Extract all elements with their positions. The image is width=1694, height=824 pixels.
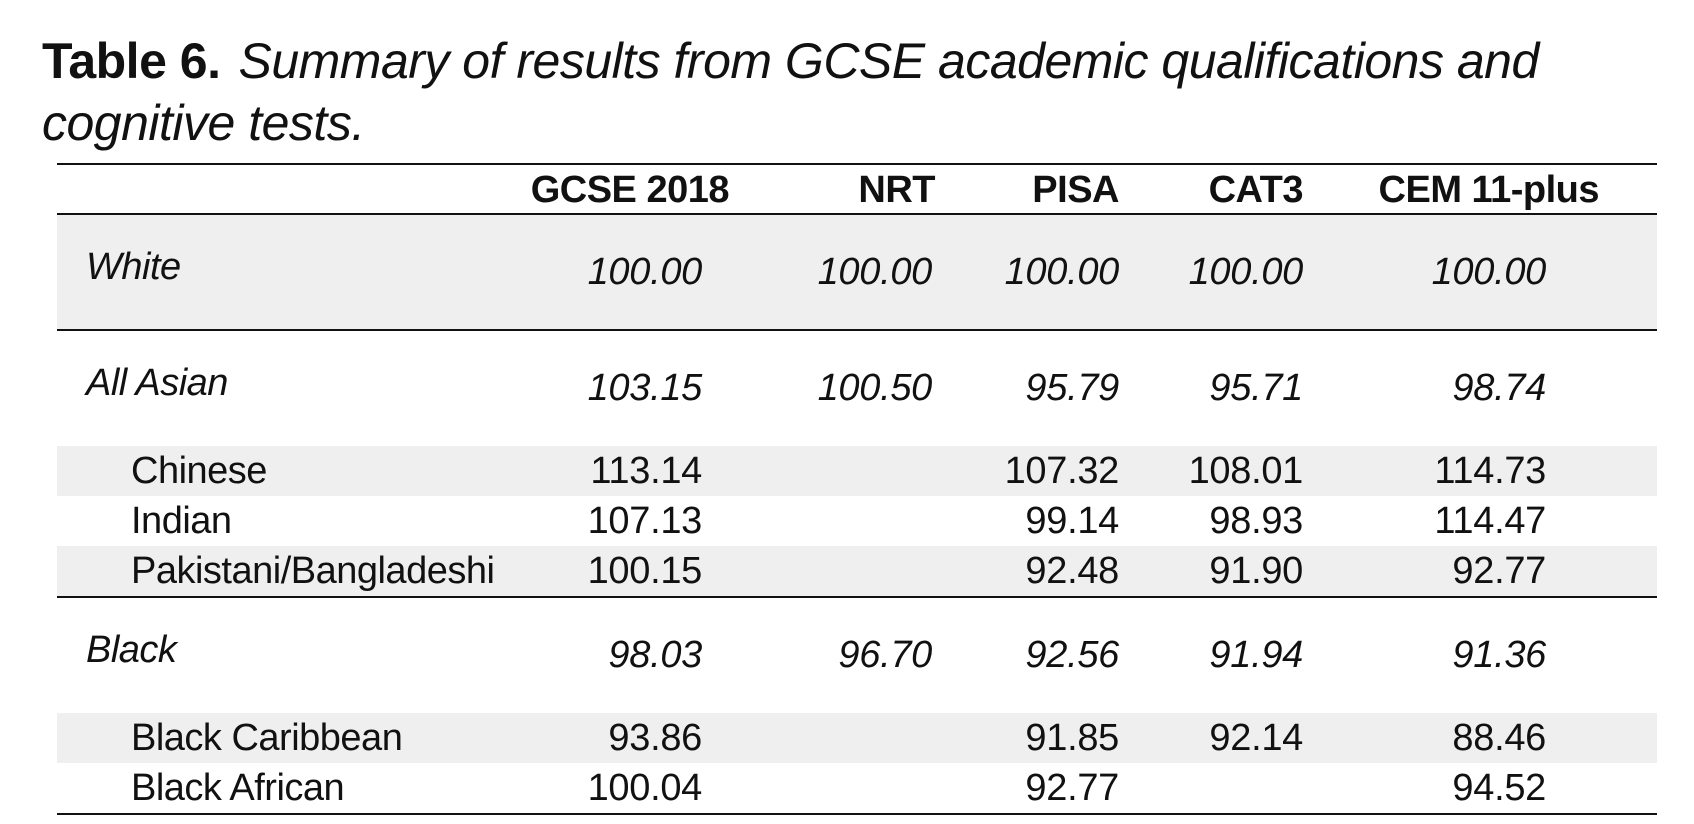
row-label: Black African bbox=[57, 763, 497, 815]
cell-cat3: 92.14 bbox=[1167, 713, 1357, 763]
cell-nrt: 100.50 bbox=[817, 367, 933, 409]
cell-nrt: 100.00 bbox=[777, 214, 977, 331]
table-label: Table 6. bbox=[42, 33, 221, 89]
row-label: Black bbox=[86, 629, 177, 671]
cell-cat3: 108.01 bbox=[1167, 446, 1357, 496]
row-label: All Asian bbox=[86, 362, 228, 404]
cell-gcse-2018: 98.03 bbox=[608, 634, 702, 676]
cell-pisa: 91.85 bbox=[977, 713, 1167, 763]
table-caption: Table 6. Summary of results from GCSE aca… bbox=[42, 30, 1682, 154]
table-row-indian: Indian 107.13 99.14 98.93 114.47 bbox=[57, 496, 1657, 546]
table-row-pakistani-bangladeshi: Pakistani/Bangladeshi 100.15 92.48 91.90… bbox=[57, 546, 1657, 598]
table-row-white: White 100.00 100.00 100.00 100.00 100.00 bbox=[57, 214, 1657, 331]
column-header-pisa: PISA bbox=[977, 163, 1167, 215]
cell-cat3: 91.94 bbox=[1209, 634, 1303, 676]
cell-gcse-2018: 100.04 bbox=[497, 763, 777, 815]
cell-cat3: 100.00 bbox=[1167, 214, 1357, 331]
cell-cem-11-plus: 100.00 bbox=[1357, 214, 1657, 331]
results-table: GCSE 2018 NRT PISA CAT3 CEM 11-plus Whit… bbox=[57, 163, 1657, 815]
cell-cem-11-plus: 91.36 bbox=[1452, 634, 1546, 676]
column-header-cat3: CAT3 bbox=[1167, 163, 1357, 215]
column-header-gcse-2018: GCSE 2018 bbox=[497, 163, 777, 215]
table-title: Summary of results from GCSE academic qu… bbox=[42, 33, 1539, 151]
cell-nrt bbox=[777, 496, 977, 546]
cell-gcse-2018: 100.00 bbox=[497, 214, 777, 331]
row-label: White bbox=[57, 214, 497, 331]
cell-pisa: 100.00 bbox=[977, 214, 1167, 331]
cell-nrt bbox=[777, 546, 977, 598]
cell-nrt bbox=[777, 763, 977, 815]
cell-pisa: 107.32 bbox=[977, 446, 1167, 496]
row-label: Chinese bbox=[57, 446, 497, 496]
cell-pisa: 92.56 bbox=[1025, 634, 1119, 676]
cell-cem-11-plus: 114.47 bbox=[1434, 499, 1546, 542]
table-row-black-african: Black African 100.04 92.77 94.52 bbox=[57, 763, 1657, 815]
table-row-all-asian: All Asian 103.15 100.50 95.79 95.71 98.7… bbox=[57, 330, 1657, 446]
cell-gcse-2018: 107.13 bbox=[587, 499, 703, 542]
row-label: Indian bbox=[131, 499, 232, 542]
cell-pisa: 95.79 bbox=[1025, 367, 1119, 409]
cell-cat3: 98.93 bbox=[1209, 499, 1303, 542]
cell-gcse-2018: 93.86 bbox=[497, 713, 777, 763]
cell-pisa: 99.14 bbox=[1025, 499, 1119, 542]
row-label: Pakistani/Bangladeshi bbox=[57, 546, 497, 598]
cell-cem-11-plus: 88.46 bbox=[1357, 713, 1657, 763]
table-row-black: Black 98.03 96.70 92.56 91.94 91.36 bbox=[57, 597, 1657, 713]
cell-cem-11-plus: 114.73 bbox=[1357, 446, 1657, 496]
column-header-cem-11-plus: CEM 11-plus bbox=[1357, 163, 1657, 215]
cell-nrt bbox=[777, 713, 977, 763]
cell-pisa: 92.48 bbox=[977, 546, 1167, 598]
table-row-black-caribbean: Black Caribbean 93.86 91.85 92.14 88.46 bbox=[57, 713, 1657, 763]
column-header-group bbox=[57, 163, 497, 215]
cell-cem-11-plus: 94.52 bbox=[1357, 763, 1657, 815]
cell-nrt: 96.70 bbox=[838, 634, 932, 676]
cell-cat3 bbox=[1167, 763, 1357, 815]
cell-gcse-2018: 100.15 bbox=[497, 546, 777, 598]
cell-gcse-2018: 113.14 bbox=[497, 446, 777, 496]
cell-pisa: 92.77 bbox=[977, 763, 1167, 815]
cell-nrt bbox=[777, 446, 977, 496]
cell-cat3: 91.90 bbox=[1167, 546, 1357, 598]
table-row-chinese: Chinese 113.14 107.32 108.01 114.73 bbox=[57, 446, 1657, 496]
cell-cat3: 95.71 bbox=[1209, 367, 1303, 409]
row-label: Black Caribbean bbox=[57, 713, 497, 763]
column-header-nrt: NRT bbox=[777, 163, 977, 215]
cell-cem-11-plus: 92.77 bbox=[1357, 546, 1657, 598]
header-row: GCSE 2018 NRT PISA CAT3 CEM 11-plus bbox=[57, 163, 1657, 215]
cell-cem-11-plus: 98.74 bbox=[1452, 367, 1546, 409]
cell-gcse-2018: 103.15 bbox=[587, 367, 703, 409]
